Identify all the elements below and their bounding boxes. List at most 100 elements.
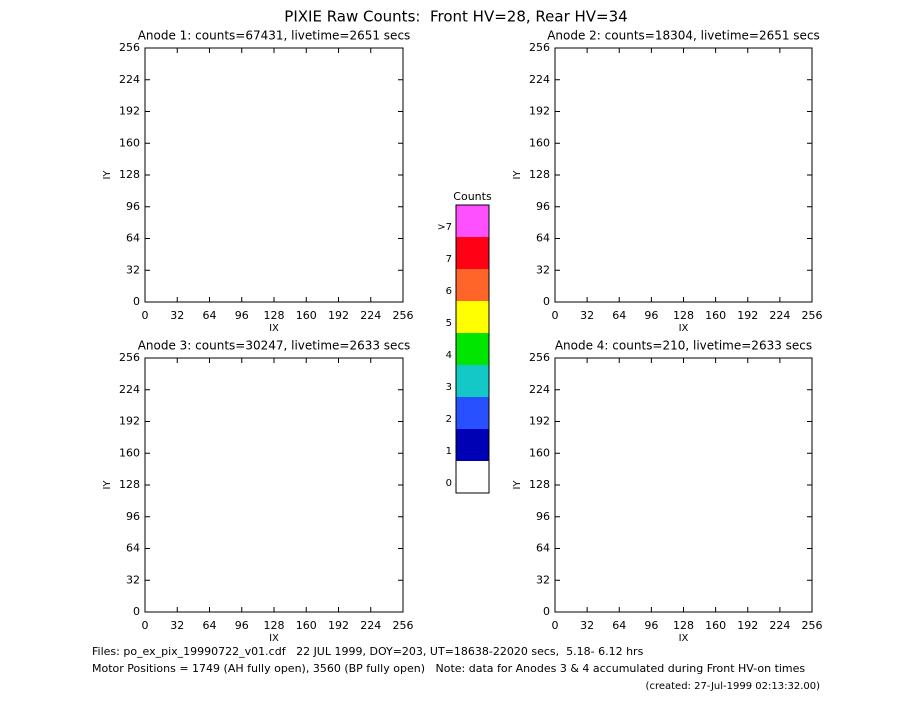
x-tick-label: 160: [296, 309, 317, 322]
x-axis-label: IX: [679, 323, 689, 334]
y-tick-label: 224: [119, 383, 140, 396]
panel-title: Anode 4: counts=210, livetime=2633 secs: [555, 339, 812, 353]
y-tick-label: 128: [119, 168, 140, 181]
x-axis-label: IX: [679, 633, 689, 644]
y-tick-label: 256: [529, 41, 550, 54]
x-tick-label: 0: [142, 309, 149, 322]
y-tick-label: 128: [529, 168, 550, 181]
x-tick-label: 224: [360, 619, 381, 632]
y-tick-label: 256: [119, 41, 140, 54]
footer-created: (created: 27-Jul-1999 02:13:32.00): [646, 681, 821, 692]
y-tick-label: 32: [536, 573, 550, 586]
y-tick-label: 192: [529, 415, 550, 428]
y-tick-label: 96: [536, 510, 550, 523]
x-tick-label: 32: [580, 309, 594, 322]
y-tick-label: 160: [119, 446, 140, 459]
colorbar-label: 2: [446, 414, 452, 425]
x-tick-label: 160: [296, 619, 317, 632]
panel-title: Anode 2: counts=18304, livetime=2651 sec…: [547, 29, 820, 43]
plot-frame: [144, 357, 404, 613]
y-tick-label: 256: [119, 351, 140, 364]
y-tick-label: 160: [529, 446, 550, 459]
x-tick-label: 0: [552, 619, 559, 632]
x-tick-label: 64: [203, 619, 217, 632]
x-tick-label: 0: [552, 309, 559, 322]
y-tick-label: 128: [119, 478, 140, 491]
colorbar-label: 3: [446, 382, 452, 393]
x-tick-label: 224: [769, 619, 790, 632]
x-tick-label: 192: [737, 619, 758, 632]
y-tick-label: 128: [529, 478, 550, 491]
colorbar-label: 7: [446, 254, 452, 265]
panel-title: Anode 1: counts=67431, livetime=2651 sec…: [138, 29, 411, 43]
x-tick-label: 160: [705, 309, 726, 322]
x-tick-label: 96: [644, 309, 658, 322]
colorbar-label: 6: [446, 286, 452, 297]
x-tick-label: 256: [393, 309, 414, 322]
colorbar-box: [456, 333, 489, 365]
x-axis-label: IX: [269, 633, 279, 644]
x-tick-label: 0: [142, 619, 149, 632]
y-tick-label: 224: [529, 73, 550, 86]
y-tick-label: 64: [536, 542, 550, 555]
plot-frame: [554, 47, 813, 303]
y-tick-label: 224: [529, 383, 550, 396]
colorbar-box: [456, 269, 489, 301]
footer-motor: Motor Positions = 1749 (AH fully open), …: [92, 662, 805, 675]
x-tick-label: 224: [360, 309, 381, 322]
y-axis-label: IY: [512, 480, 523, 490]
y-tick-label: 160: [119, 136, 140, 149]
y-tick-label: 224: [119, 73, 140, 86]
x-axis-label: IX: [269, 323, 279, 334]
footer-files: Files: po_ex_pix_19990722_v01.cdf 22 JUL…: [92, 645, 644, 658]
colorbar-title: Counts: [453, 190, 492, 203]
y-axis-label: IY: [102, 170, 113, 180]
y-tick-label: 160: [529, 136, 550, 149]
y-tick-label: 64: [126, 232, 140, 245]
y-tick-label: 96: [126, 200, 140, 213]
colorbar-label: 1: [446, 446, 452, 457]
colorbar-label: 5: [446, 318, 452, 329]
x-tick-label: 128: [264, 619, 285, 632]
y-tick-label: 64: [126, 542, 140, 555]
colorbar-label: >7: [437, 222, 452, 233]
y-tick-label: 96: [126, 510, 140, 523]
y-tick-label: 0: [133, 605, 140, 618]
x-tick-label: 256: [802, 309, 823, 322]
x-tick-label: 256: [393, 619, 414, 632]
x-tick-label: 96: [235, 309, 249, 322]
colorbar-label: 0: [446, 478, 452, 489]
colorbar-box: [456, 205, 489, 237]
y-axis-label: IY: [102, 480, 113, 490]
panel-title: Anode 3: counts=30247, livetime=2633 sec…: [138, 339, 411, 353]
plot-frame: [554, 357, 813, 613]
y-axis-label: IY: [512, 170, 523, 180]
x-tick-label: 32: [580, 619, 594, 632]
x-tick-label: 192: [328, 619, 349, 632]
x-tick-label: 64: [612, 619, 626, 632]
y-tick-label: 32: [126, 263, 140, 276]
y-tick-label: 192: [119, 105, 140, 118]
x-tick-label: 160: [705, 619, 726, 632]
colorbar-frame: [455, 204, 490, 494]
x-tick-label: 32: [170, 619, 184, 632]
y-tick-label: 192: [119, 415, 140, 428]
y-tick-label: 0: [543, 605, 550, 618]
y-tick-label: 256: [529, 351, 550, 364]
y-tick-label: 32: [126, 573, 140, 586]
y-tick-label: 0: [543, 295, 550, 308]
colorbar-label: 4: [446, 350, 452, 361]
x-tick-label: 128: [673, 309, 694, 322]
x-tick-label: 256: [802, 619, 823, 632]
x-tick-label: 64: [612, 309, 626, 322]
y-tick-label: 64: [536, 232, 550, 245]
colorbar-box: [456, 397, 489, 429]
x-tick-label: 192: [737, 309, 758, 322]
colorbar-box: [456, 461, 489, 493]
x-tick-label: 224: [769, 309, 790, 322]
x-tick-label: 128: [264, 309, 285, 322]
x-tick-label: 32: [170, 309, 184, 322]
colorbar-box: [456, 365, 489, 397]
y-tick-label: 96: [536, 200, 550, 213]
